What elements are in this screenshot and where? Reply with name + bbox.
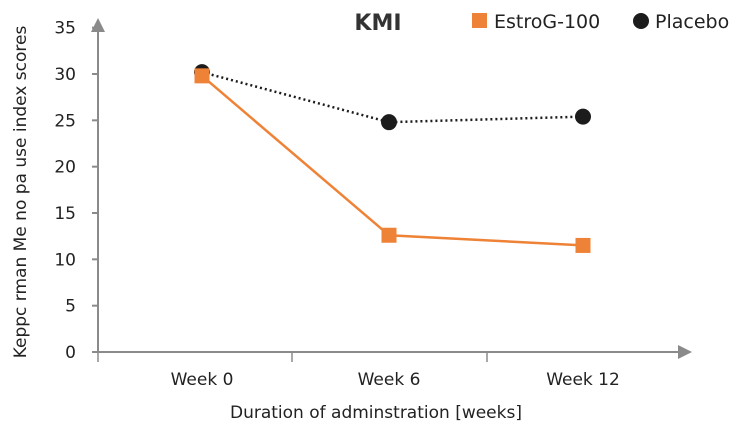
x-axis-ticks: Week 0 Week 6 Week 12 xyxy=(97,352,620,390)
y-tick-label: 25 xyxy=(54,111,76,131)
data-point-estrog-100 xyxy=(575,237,591,253)
y-axis-title: Keppc rman Me no pa use index scores xyxy=(11,26,31,359)
chart-title: KMI xyxy=(354,11,401,36)
legend-label-estrog: EstroG-100 xyxy=(494,11,600,33)
y-tick-label: 15 xyxy=(54,204,76,224)
x-axis-arrow xyxy=(678,345,692,359)
legend-marker-estrog xyxy=(472,13,487,28)
series-line-placebo xyxy=(201,70,584,124)
data-point-placebo xyxy=(381,114,397,131)
y-axis-ticks: 0 5 10 15 20 25 30 35 xyxy=(54,19,98,363)
chart-axes xyxy=(91,18,692,359)
y-tick-label: 0 xyxy=(65,343,76,363)
series-layer xyxy=(194,64,591,253)
x-axis-title: Duration of adminstration [weeks] xyxy=(230,403,522,423)
data-point-estrog-100 xyxy=(194,68,210,84)
y-tick-label: 20 xyxy=(54,158,76,178)
y-tick-label: 10 xyxy=(54,250,76,270)
x-tick-label: Week 0 xyxy=(171,370,234,390)
legend-label-placebo: Placebo xyxy=(655,11,729,33)
x-tick-label: Week 6 xyxy=(358,370,421,390)
data-point-placebo xyxy=(575,108,591,125)
legend: EstroG-100 Placebo xyxy=(472,11,729,33)
y-tick-label: 35 xyxy=(54,19,76,39)
y-tick-label: 5 xyxy=(65,297,76,317)
x-tick-label: Week 12 xyxy=(546,370,620,390)
legend-marker-placebo xyxy=(633,13,649,29)
data-point-estrog-100 xyxy=(381,227,397,243)
series-line-estrog-100 xyxy=(201,74,584,247)
y-tick-label: 30 xyxy=(54,65,76,85)
y-axis-arrow xyxy=(91,18,105,32)
